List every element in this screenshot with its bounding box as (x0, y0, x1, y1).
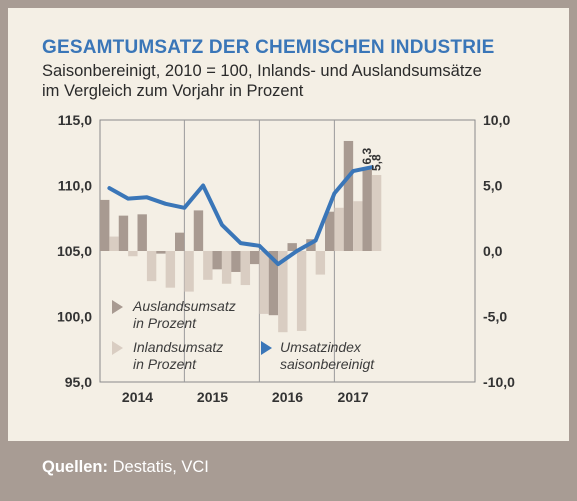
footer-bar (0, 441, 577, 501)
bar-auslandsumsatz (193, 210, 204, 251)
point-umsatzindex (295, 249, 299, 253)
bar-inlandsumsatz (315, 251, 326, 275)
bar-inlandsumsatz (240, 251, 251, 286)
chart-subtitle-line2: im Vergleich zum Vorjahr in Prozent (42, 82, 304, 100)
bar-inlandsumsatz (296, 251, 307, 331)
source-text: Destatis, VCI (112, 458, 209, 476)
bar-inlandsumsatz (371, 175, 382, 251)
bar-auslandsumsatz (362, 168, 372, 251)
bar-inlandsumsatz (278, 251, 288, 333)
bar-inlandsumsatz (128, 251, 138, 257)
bar-inlandsumsatz (146, 251, 157, 282)
bar-auslandsumsatz (268, 251, 279, 316)
point-umsatzindex (145, 195, 149, 199)
legend-marker-inland (112, 341, 123, 355)
bar-auslandsumsatz (212, 251, 222, 270)
point-umsatzindex (257, 244, 261, 248)
y-right-tick-label: 0,0 (483, 243, 503, 259)
point-umsatzindex (332, 191, 336, 195)
legend-label-ausland: Auslandsumsatz in Prozent (133, 298, 236, 331)
bar-inlandsumsatz (165, 251, 176, 288)
bar-auslandsumsatz (325, 211, 335, 251)
y-left-tick-label: 95,0 (65, 374, 92, 390)
point-umsatzindex (201, 183, 205, 188)
point-umsatzindex (239, 241, 243, 245)
x-year-label: 2014 (122, 389, 153, 405)
point-umsatzindex (220, 223, 224, 227)
x-year-label: 2015 (197, 389, 228, 405)
bar-auslandsumsatz (250, 251, 260, 265)
bar-auslandsumsatz (175, 232, 185, 251)
bar-auslandsumsatz (137, 214, 147, 251)
bar-auslandsumsatz (343, 140, 354, 251)
point-umsatzindex (314, 238, 318, 243)
chart-plot: 95,0 100,0 105,0 110,0 115,0 -10,0 -5,0 0,0 5,0 1… (57, 112, 515, 405)
y-left-tick-label: 100,0 (57, 309, 92, 325)
bar-inlandsumsatz (334, 207, 344, 251)
data-label: 5,8 (370, 154, 384, 171)
y-right-tick-label: 5,0 (483, 178, 503, 194)
bar-inlandsumsatz (203, 251, 213, 280)
y-right-tick-label: -10,0 (483, 374, 515, 390)
point-umsatzindex (351, 169, 355, 173)
point-umsatzindex (126, 197, 130, 201)
legend-label-index: Umsatzindex saisonbereinigt (280, 339, 375, 372)
bar-auslandsumsatz (118, 215, 129, 251)
source-label: Quellen: (42, 458, 109, 476)
point-umsatzindex (107, 186, 111, 190)
y-right-tick-label: -5,0 (483, 309, 507, 325)
point-umsatzindex (182, 206, 186, 210)
point-umsatzindex (164, 202, 168, 206)
x-year-label: 2016 (272, 389, 303, 405)
chart-title: GESAMTUMSATZ DER CHEMISCHEN INDUSTRIE (42, 37, 495, 58)
legend-marker-ausland (112, 300, 123, 314)
bar-auslandsumsatz (231, 251, 241, 272)
y-left-tick-label: 110,0 (58, 178, 92, 194)
point-umsatzindex (370, 165, 374, 169)
bar-auslandsumsatz (156, 251, 166, 254)
y-left-tick-label: 115,0 (58, 112, 92, 128)
legend-label-inland: Inlandsumsatz in Prozent (133, 339, 224, 372)
y-left-tick-label: 105,0 (57, 243, 92, 259)
bar-inlandsumsatz (259, 251, 269, 314)
bar-inlandsumsatz (353, 201, 363, 251)
bar-auslandsumsatz (287, 243, 297, 251)
point-umsatzindex (276, 262, 280, 266)
bar-auslandsumsatz (100, 199, 110, 251)
y-right-tick-label: 10,0 (483, 112, 510, 128)
chart-subtitle-line1: Saisonbereinigt, 2010 = 100, Inlands- un… (42, 62, 482, 80)
bar-inlandsumsatz (221, 251, 232, 284)
bar-inlandsumsatz (109, 236, 119, 251)
x-year-label: 2017 (338, 389, 369, 405)
source-note: Quellen: Destatis, VCI (42, 458, 209, 477)
bar-inlandsumsatz (184, 251, 194, 292)
legend-marker-index (261, 341, 272, 355)
data-label: 6,3 (360, 147, 374, 164)
